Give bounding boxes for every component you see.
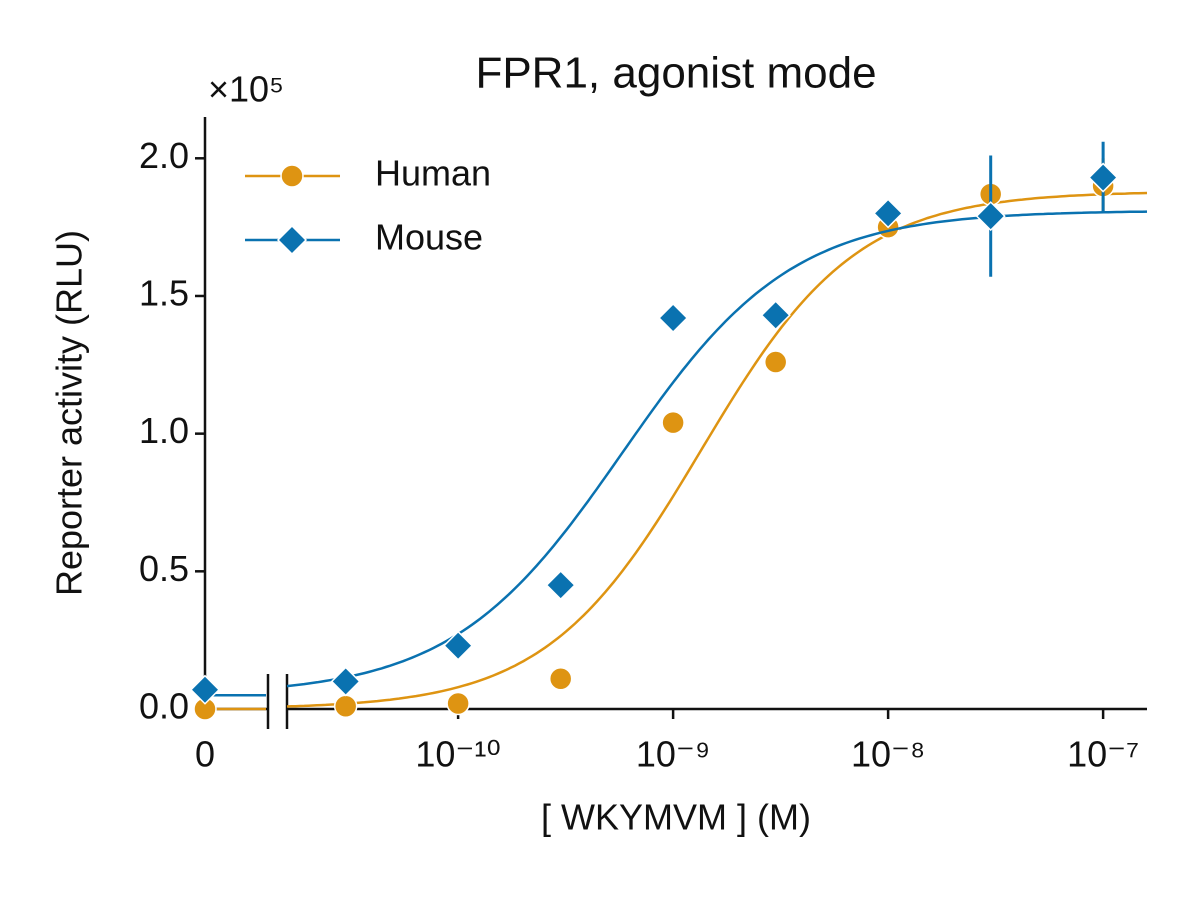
- x-axis-label: [ WKYMVM ] (M): [541, 797, 811, 838]
- y-tick-label: 2.0: [139, 135, 189, 176]
- data-point: [1088, 162, 1119, 193]
- x-tick-label: 10⁻⁸: [851, 734, 925, 775]
- y-multiplier: ×10⁵: [208, 69, 284, 110]
- data-point: [661, 410, 685, 435]
- data-point: [763, 350, 788, 374]
- y-axis-label: Reporter activity (RLU): [49, 230, 90, 596]
- y-tick-label: 0.0: [139, 686, 189, 727]
- y-tick-label: 1.0: [139, 410, 189, 451]
- legend-label: Mouse: [375, 217, 483, 258]
- x-tick-label: 10⁻⁷: [1067, 734, 1139, 775]
- data-point: [446, 691, 470, 716]
- data-point: [760, 300, 791, 331]
- x-tick-label: 10⁻¹⁰: [415, 734, 500, 775]
- data-point: [330, 666, 361, 697]
- y-tick-label: 0.5: [139, 548, 189, 589]
- legend-label: Human: [375, 153, 491, 194]
- fit-curve: [286, 210, 1148, 688]
- data-point: [545, 570, 576, 601]
- data-point: [333, 694, 358, 718]
- data-point: [189, 674, 221, 705]
- x-tick-label: 0: [195, 734, 215, 775]
- data-point: [548, 666, 573, 691]
- data-point: [873, 198, 904, 229]
- data-point: [975, 201, 1006, 232]
- fit-curve: [286, 191, 1148, 708]
- data-point: [658, 302, 689, 334]
- data-point: [443, 630, 474, 661]
- chart-title: FPR1, agonist mode: [475, 49, 876, 98]
- x-tick-label: 10⁻⁹: [636, 734, 710, 775]
- legend-marker: [276, 224, 308, 256]
- y-tick-label: 1.5: [139, 272, 189, 313]
- legend-marker: [280, 164, 304, 188]
